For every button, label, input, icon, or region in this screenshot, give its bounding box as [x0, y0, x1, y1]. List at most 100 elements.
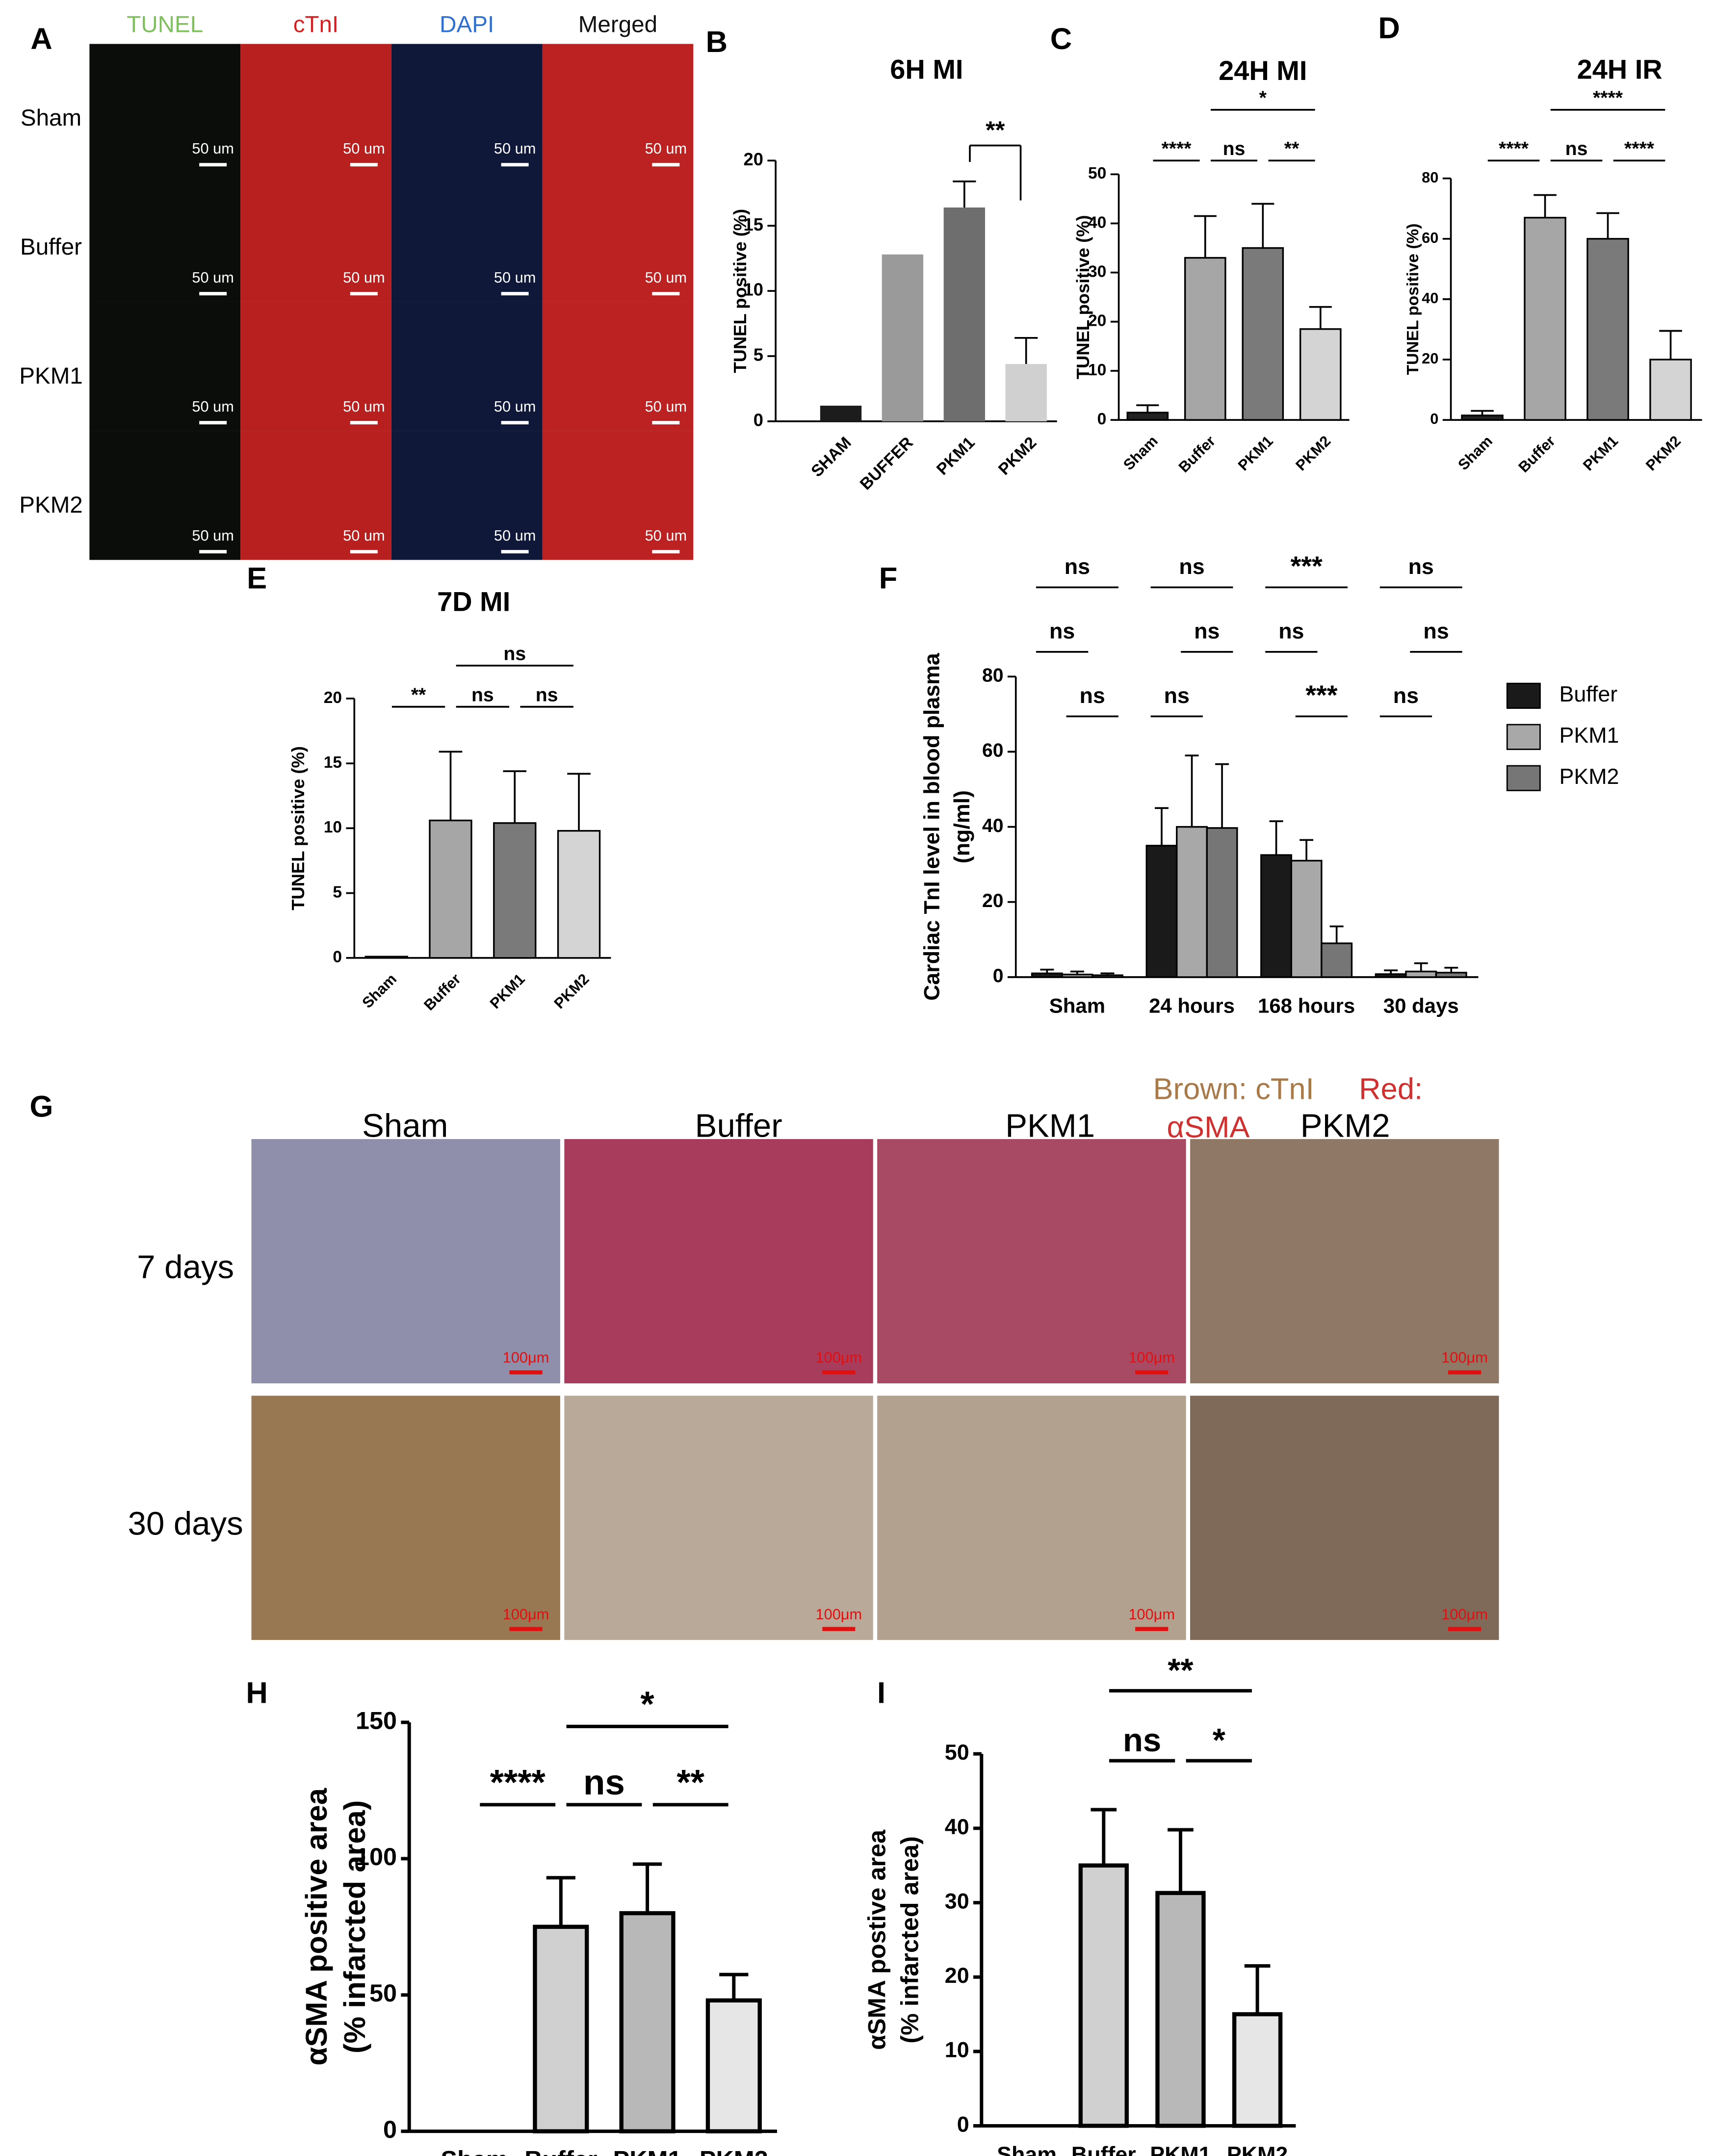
bar [429, 819, 472, 959]
y-tick-label: 0 [957, 2112, 969, 2136]
x-tick-label: Buffer [524, 2145, 597, 2156]
y-tick-label: 0 [993, 965, 1004, 987]
y-tick-label: 10 [324, 818, 342, 836]
scale-bar-label: 50 um [494, 398, 536, 415]
scale-bar-label: 100μm [815, 1349, 862, 1366]
column-header: Merged [578, 12, 657, 38]
bar [1155, 1891, 1206, 2128]
bar [1184, 257, 1226, 421]
x-tick-label: PKM1 [613, 2145, 682, 2156]
x-tick-label: Sham [441, 2145, 508, 2156]
chart-title: 7D MI [437, 586, 510, 617]
scale-bar-label: 100μm [1128, 1606, 1175, 1623]
scale-bar-label: 50 um [192, 398, 234, 415]
micrograph [391, 44, 543, 173]
micrograph [1190, 1139, 1499, 1383]
bar [1461, 415, 1504, 421]
scale-bar-label: 100μm [503, 1606, 549, 1623]
y-axis-label: (% infarcted area) [338, 1800, 372, 2053]
x-tick-label: Sham [1049, 994, 1105, 1017]
stain-legend: Red: [1359, 1072, 1423, 1106]
panel-letter: D [1378, 11, 1400, 45]
panel-letter: E [247, 562, 267, 596]
significance-label: **** [1499, 138, 1529, 159]
y-axis-label: Cardiac TnI level in blood plasma [920, 652, 944, 1001]
y-tick-label: 20 [744, 149, 763, 169]
bar [1435, 972, 1467, 978]
y-tick-label: 5 [754, 345, 763, 365]
legend-swatch [1506, 682, 1541, 709]
bar [820, 405, 862, 421]
scale-bar-label: 50 um [192, 527, 234, 544]
bar [1260, 854, 1293, 978]
bar [1299, 328, 1342, 421]
y-tick-label: 15 [744, 214, 763, 234]
x-tick-label: PKM1 [1150, 2142, 1211, 2156]
y-tick-label: 100 [356, 1843, 397, 1870]
scale-bar-label: 50 um [343, 140, 385, 157]
legend-label: Buffer [1560, 682, 1618, 706]
significance-label: ns [471, 685, 494, 706]
significance-label: **** [1593, 88, 1623, 109]
significance-label: * [1259, 88, 1267, 109]
bar [1145, 845, 1178, 978]
y-axis-label: TUNEL positive (%) [288, 746, 308, 910]
panel-letter: G [30, 1090, 53, 1124]
stain-legend: Brown: cTnI [1153, 1072, 1314, 1106]
significance-label: ns [1164, 683, 1190, 708]
legend-label: PKM2 [1560, 764, 1619, 789]
scale-bar-label: 100μm [1441, 1606, 1488, 1623]
y-tick-label: 15 [324, 753, 342, 772]
bar [943, 207, 985, 421]
significance-label: *** [1305, 679, 1338, 710]
significance-label: ** [676, 1763, 704, 1802]
significance-label: ns [1393, 683, 1419, 708]
significance-label: ns [1049, 619, 1075, 644]
significance-label: ns [1123, 1722, 1161, 1759]
y-tick-label: 40 [1088, 213, 1106, 232]
y-tick-label: 60 [1422, 229, 1438, 246]
bar [882, 254, 924, 421]
y-axis-label: αSMA postive area [862, 1829, 890, 2050]
y-tick-label: 20 [1088, 312, 1106, 330]
micrograph [89, 173, 241, 302]
micrograph [240, 302, 391, 431]
y-tick-label: 20 [1422, 350, 1438, 367]
significance-label: ns [1408, 554, 1434, 579]
significance-label: **** [1624, 138, 1655, 159]
y-tick-label: 150 [356, 1706, 397, 1734]
x-tick-label: 30 days [1383, 994, 1459, 1017]
significance-label: ns [1080, 683, 1105, 708]
y-axis-label: (% infarcted area) [895, 1836, 923, 2043]
significance-label: ** [411, 685, 426, 706]
scale-bar-label: 100μm [815, 1606, 862, 1623]
row-label: 7 days [137, 1248, 234, 1285]
y-tick-label: 80 [982, 665, 1004, 686]
bar [1078, 1863, 1129, 2128]
y-tick-label: 50 [369, 1979, 397, 2007]
bar [533, 1924, 589, 2133]
x-tick-label: PKM2 [1227, 2142, 1288, 2156]
micrograph [1190, 1396, 1499, 1640]
y-tick-label: 50 [1088, 164, 1106, 182]
micrograph [564, 1396, 873, 1640]
significance-label: ns [1565, 138, 1588, 159]
y-axis-label: (ng/ml) [950, 790, 974, 863]
micrograph [542, 302, 694, 431]
panel-letter: B [706, 25, 728, 59]
column-header: PKM1 [1005, 1107, 1095, 1144]
y-tick-label: 80 [1422, 169, 1438, 186]
y-tick-label: 40 [982, 815, 1004, 836]
micrograph [251, 1396, 560, 1640]
significance-label: ns [1194, 619, 1220, 644]
y-tick-label: 0 [754, 410, 763, 430]
scale-bar-label: 50 um [645, 269, 687, 286]
significance-label: * [640, 1685, 654, 1724]
micrograph [251, 1139, 560, 1383]
significance-label: *** [1290, 550, 1323, 581]
scale-bar-label: 50 um [343, 527, 385, 544]
bar [1290, 859, 1323, 978]
bar [1005, 364, 1047, 421]
bar [1206, 827, 1238, 978]
